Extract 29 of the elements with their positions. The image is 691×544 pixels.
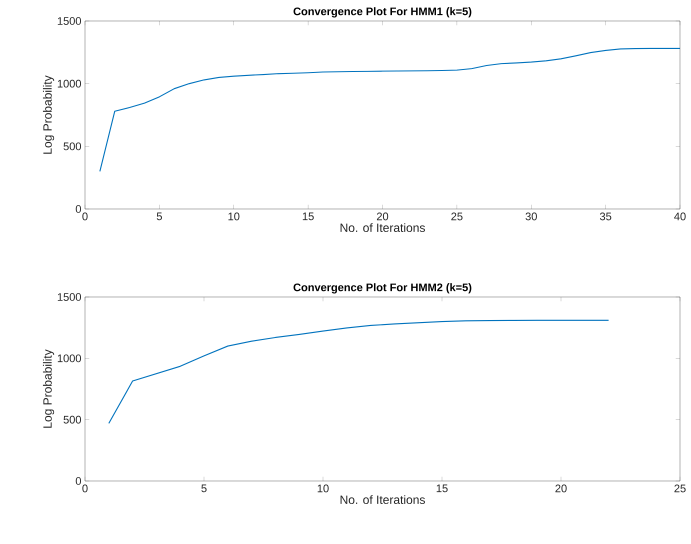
x-tick-label: 20 [376, 212, 388, 220]
chart-title: Convergence Plot For HMM2 (k=5) [294, 283, 472, 294]
y-tick-label: 500 [64, 142, 82, 150]
x-tick-label: 5 [156, 212, 162, 220]
x-tick-label: 30 [526, 212, 537, 220]
y-axis-title: Log Probability [42, 75, 54, 154]
x-tick-label: 25 [674, 484, 686, 492]
x-tick-label: 0 [82, 212, 88, 220]
y-tick-label: 0 [76, 477, 82, 485]
x-tick-label: 35 [600, 212, 612, 220]
y-tick-label: 500 [64, 416, 82, 424]
x-tick-label: 15 [302, 212, 314, 220]
x-axis-title: No. of Iterations [340, 223, 425, 232]
x-axis-title: No. of Iterations [340, 495, 425, 504]
x-tick-label: 40 [674, 212, 686, 220]
x-tick-label: 15 [436, 484, 448, 492]
y-tick-label: 0 [76, 205, 82, 213]
x-tick-label: 20 [555, 484, 567, 492]
x-tick-label: 10 [318, 484, 329, 492]
y-axis-title: Log Probability [42, 349, 54, 428]
y-tick-label: 1500 [58, 17, 82, 25]
x-tick-label: 10 [228, 212, 240, 220]
x-tick-label: 0 [82, 484, 88, 492]
x-tick-label: 5 [201, 484, 207, 492]
y-tick-label: 1000 [58, 354, 82, 362]
chart-title: Convergence Plot For HMM1 (k=5) [294, 7, 472, 18]
y-tick-label: 1000 [58, 80, 82, 88]
y-tick-label: 1500 [58, 293, 82, 301]
x-tick-label: 25 [451, 212, 463, 220]
